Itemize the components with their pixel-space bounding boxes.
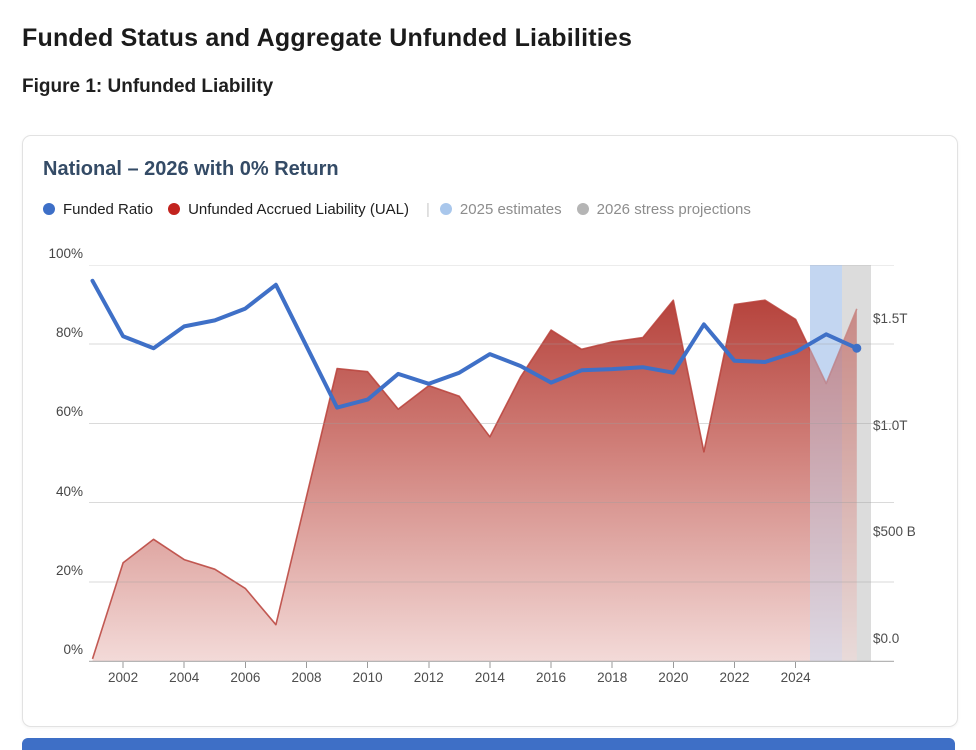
legend-item-label: 2025 estimates: [459, 200, 562, 218]
right-axis-tick-label: $0.0: [873, 631, 900, 646]
legend-dot-icon: [576, 203, 589, 215]
ual-top-edge: [91, 299, 858, 660]
legend-item-2: 2025 estimates: [439, 200, 562, 218]
right-axis-tick-label: $500 B: [873, 524, 916, 540]
left-axis-tick-label: 0%: [63, 642, 83, 657]
x-axis-tick-label: 2002: [108, 670, 139, 685]
left-axis-tick-label: 80%: [55, 325, 83, 341]
x-axis-tick-label: 2020: [658, 670, 689, 685]
chart-svg: [89, 265, 894, 668]
legend-item-1: Unfunded Accrued Liability (UAL): [168, 201, 409, 218]
left-axis-tick-label: 20%: [55, 562, 83, 578]
legend-item-label: Funded Ratio: [63, 200, 154, 218]
x-axis-tick-label: 2012: [413, 670, 444, 685]
right-axis-tick-label: $1.5T: [873, 310, 908, 326]
legend-dot-icon: [168, 203, 181, 215]
left-axis-tick-label: 60%: [55, 404, 83, 420]
ual-area: [92, 300, 857, 661]
legend-dot-icon: [439, 203, 452, 215]
projection-band-overlay-2025: [810, 265, 842, 661]
x-axis-tick-label: 2016: [536, 670, 567, 685]
legend-item-0: Funded Ratio: [43, 201, 153, 218]
funded-ratio-line: [90, 278, 859, 410]
chart-legend: Funded Ratio Unfunded Accrued Liability (…: [43, 199, 766, 219]
legend-item-label: Unfunded Accrued Liability (UAL): [188, 200, 410, 218]
figure-card: National – 2026 with 0% Return Funded Ra…: [22, 135, 958, 727]
left-axis-tick-label: 40%: [55, 483, 83, 499]
legend-dot-icon: [43, 203, 55, 215]
x-axis-tick-label: 2018: [597, 670, 628, 685]
funded-ratio-end-dot: [852, 343, 862, 353]
left-axis-tick-label: 100%: [48, 246, 83, 261]
page-title: Funded Status and Aggregate Unfunded Lia…: [22, 24, 633, 52]
projection-band-overlay-2026: [842, 265, 871, 661]
legend-separator: |: [426, 200, 430, 218]
legend-item-3: 2026 stress projections: [576, 200, 751, 218]
x-axis-tick-label: 2008: [291, 670, 322, 685]
right-axis-tick-label: $1.0T: [873, 417, 908, 433]
x-axis-tick-label: 2022: [719, 670, 750, 685]
legend-item-label: 2026 stress projections: [596, 200, 751, 218]
x-axis-tick-label: 2006: [230, 670, 261, 685]
x-axis-tick-label: 2024: [780, 670, 811, 685]
chart-title: National – 2026 with 0% Return: [43, 158, 339, 180]
x-axis-tick-label: 2004: [169, 670, 200, 685]
x-axis-tick-label: 2010: [352, 670, 383, 685]
x-axis-tick-label: 2014: [474, 670, 505, 685]
figure-label: Figure 1: Unfunded Liability: [22, 76, 274, 97]
bottom-accent-bar: [22, 738, 955, 750]
